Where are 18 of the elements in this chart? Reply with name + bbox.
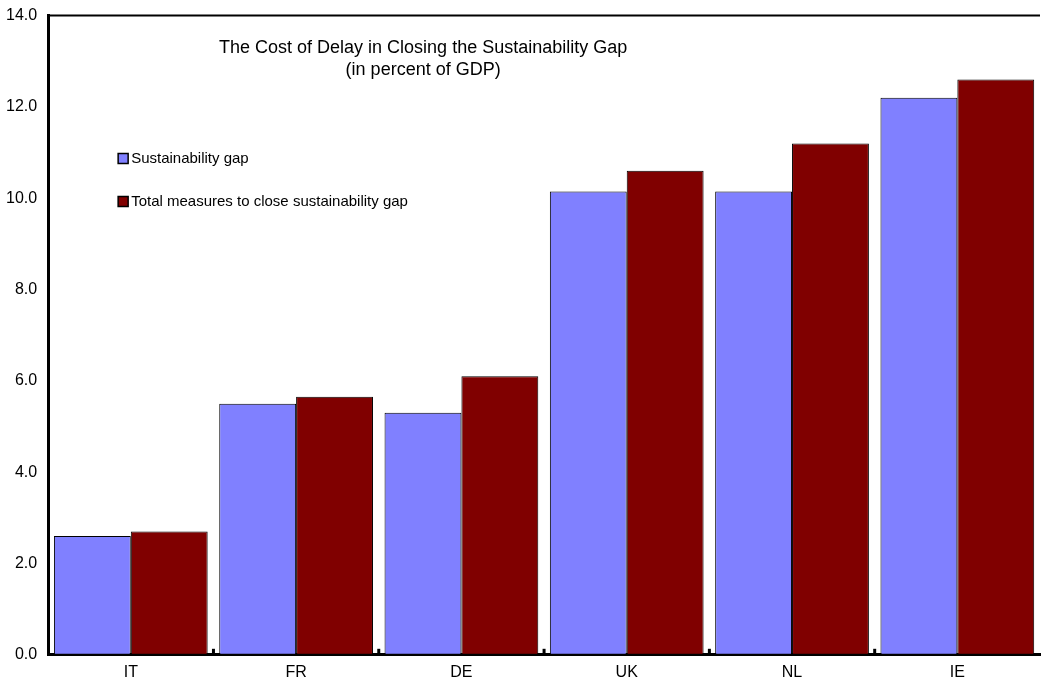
x-tick-label: FR <box>285 662 307 680</box>
x-tick-label: NL <box>781 662 803 680</box>
text: The Cost of Delay in Closing the Sustainability Gap <box>219 36 628 57</box>
legend-label: Total measures to close sustainability gap <box>131 191 408 209</box>
x-tick-label: IE <box>949 662 965 680</box>
y-tick-label: 10.0 <box>6 188 38 206</box>
x-tick-label: IT <box>123 662 139 680</box>
x-tick-label: DE <box>450 662 473 680</box>
y-tick-label: 14.0 <box>6 6 38 24</box>
y-tick-label: 6.0 <box>14 371 38 389</box>
y-tick-label: 0.0 <box>14 645 38 663</box>
y-tick-label: 8.0 <box>14 279 38 297</box>
y-tick-label: 12.0 <box>6 97 38 115</box>
y-tick-label: 4.0 <box>14 462 38 480</box>
text: (in percent of GDP) <box>345 58 501 79</box>
legend-label: Sustainability gap <box>131 148 249 166</box>
x-tick-label: UK <box>615 662 639 680</box>
y-tick-label: 2.0 <box>14 553 38 571</box>
